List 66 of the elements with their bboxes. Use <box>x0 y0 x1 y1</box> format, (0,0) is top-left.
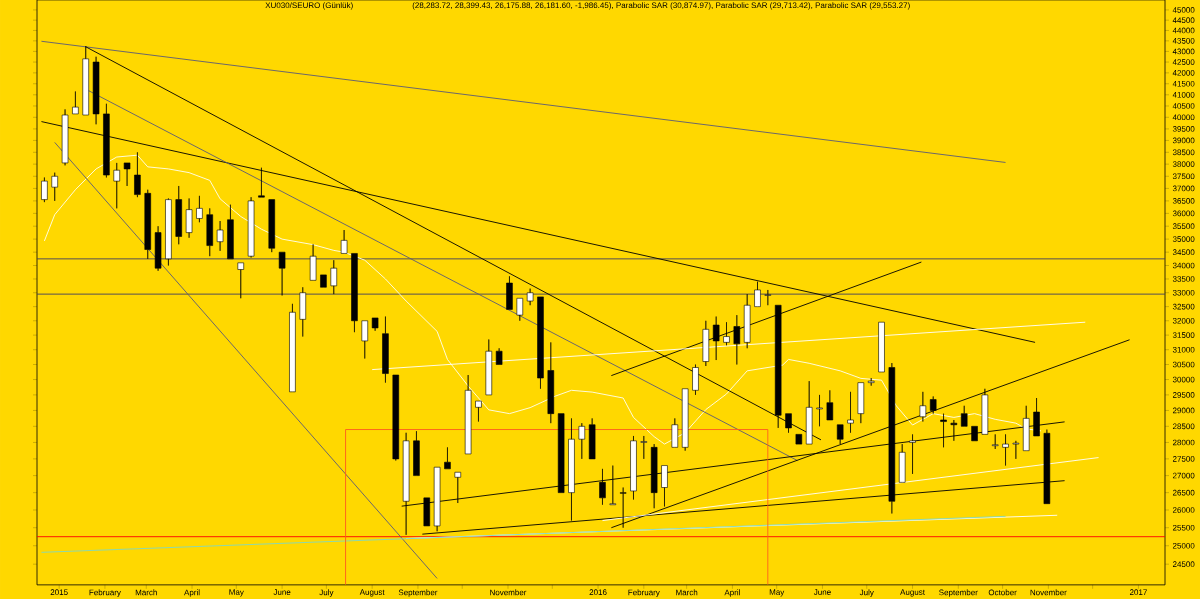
x-tick-label: August <box>900 589 925 597</box>
x-tick-label: February <box>628 589 660 597</box>
y-tick-label: 35500 <box>1172 223 1195 230</box>
x-tick-label: July <box>319 589 334 597</box>
y-tick-label: 34000 <box>1172 262 1195 269</box>
y-tick-label: 43000 <box>1172 48 1195 55</box>
chart-subtitle: (28,283.72, 28,399.43, 26,175.88, 26,181.60, -1,986.45), Parabolic SAR (30,874.97), Parabolic SAR (29,713.42), Parabolic SAR (29,553.27) <box>412 2 910 10</box>
y-tick-label: 41000 <box>1172 91 1195 98</box>
y-tick-label: 32000 <box>1172 317 1195 324</box>
y-tick-label: 30000 <box>1172 376 1195 383</box>
x-tick-label: March <box>135 589 157 596</box>
x-tick-label: February <box>89 589 121 597</box>
y-tick-label: 30500 <box>1172 361 1195 368</box>
y-tick-label: 44000 <box>1172 27 1195 34</box>
y-tick-label: 41500 <box>1172 80 1195 87</box>
y-tick-label: 27000 <box>1172 472 1195 479</box>
y-tick-label: 33000 <box>1172 289 1195 296</box>
y-tick-label: 39500 <box>1172 126 1195 132</box>
x-tick-label: August <box>359 589 385 597</box>
y-tick-label: 36500 <box>1172 198 1195 204</box>
x-tick-label: May <box>229 589 244 597</box>
x-tick-label: September <box>398 589 438 597</box>
y-tick-label: 40000 <box>1172 114 1195 121</box>
y-tick-label: 35000 <box>1172 236 1195 242</box>
x-tick-label: 2015 <box>50 589 68 596</box>
x-tick-label: April <box>184 589 200 597</box>
y-tick-label: 40500 <box>1172 103 1195 109</box>
x-tick-label: October <box>988 589 1017 596</box>
y-tick-label: 28000 <box>1172 439 1195 446</box>
y-tick-label: 25500 <box>1172 524 1195 531</box>
x-tick-label: June <box>273 589 291 595</box>
x-tick-label: April <box>724 589 740 597</box>
y-tick-label: 33500 <box>1172 276 1195 282</box>
y-tick-label: 29500 <box>1172 392 1195 398</box>
y-tick-label: 36000 <box>1172 210 1195 217</box>
x-tick-label: September <box>939 589 978 597</box>
y-tick-label: 42500 <box>1172 59 1195 65</box>
x-tick-label: November <box>490 589 527 596</box>
y-tick-label: 37500 <box>1172 173 1195 180</box>
y-tick-label: 31500 <box>1172 332 1195 338</box>
y-tick-label: 27500 <box>1172 456 1195 462</box>
y-tick-label: 38000 <box>1172 161 1195 167</box>
y-tick-label: 32500 <box>1172 303 1195 310</box>
y-tick-label: 37000 <box>1172 185 1195 192</box>
y-tick-label: 31000 <box>1172 346 1195 353</box>
x-tick-label: March <box>676 589 698 596</box>
y-tick-label: 25000 <box>1172 542 1195 549</box>
y-tick-label: 42000 <box>1172 70 1195 76</box>
x-tick-label: 2016 <box>589 589 607 596</box>
y-tick-label: 26500 <box>1172 489 1195 496</box>
y-tick-label: 28500 <box>1172 423 1195 430</box>
y-tick-label: 39000 <box>1172 137 1195 144</box>
chart-title: XU030/SEURO (Günlük) <box>265 2 353 10</box>
y-tick-label: 38500 <box>1172 149 1195 156</box>
y-tick-label: 24500 <box>1172 561 1195 568</box>
x-tick-label: June <box>813 589 831 595</box>
y-tick-label: 26000 <box>1172 507 1195 513</box>
y-tick-label: 34500 <box>1172 249 1195 255</box>
x-tick-label: November <box>1030 589 1067 596</box>
x-tick-label: July <box>859 589 874 597</box>
x-tick-label: 2017 <box>1129 589 1147 596</box>
x-tick-label: May <box>769 589 785 597</box>
y-tick-label: 44500 <box>1172 17 1195 23</box>
y-tick-label: 29000 <box>1172 407 1195 414</box>
y-tick-label: 45000 <box>1172 7 1195 13</box>
y-tick-label: 43500 <box>1172 38 1195 44</box>
